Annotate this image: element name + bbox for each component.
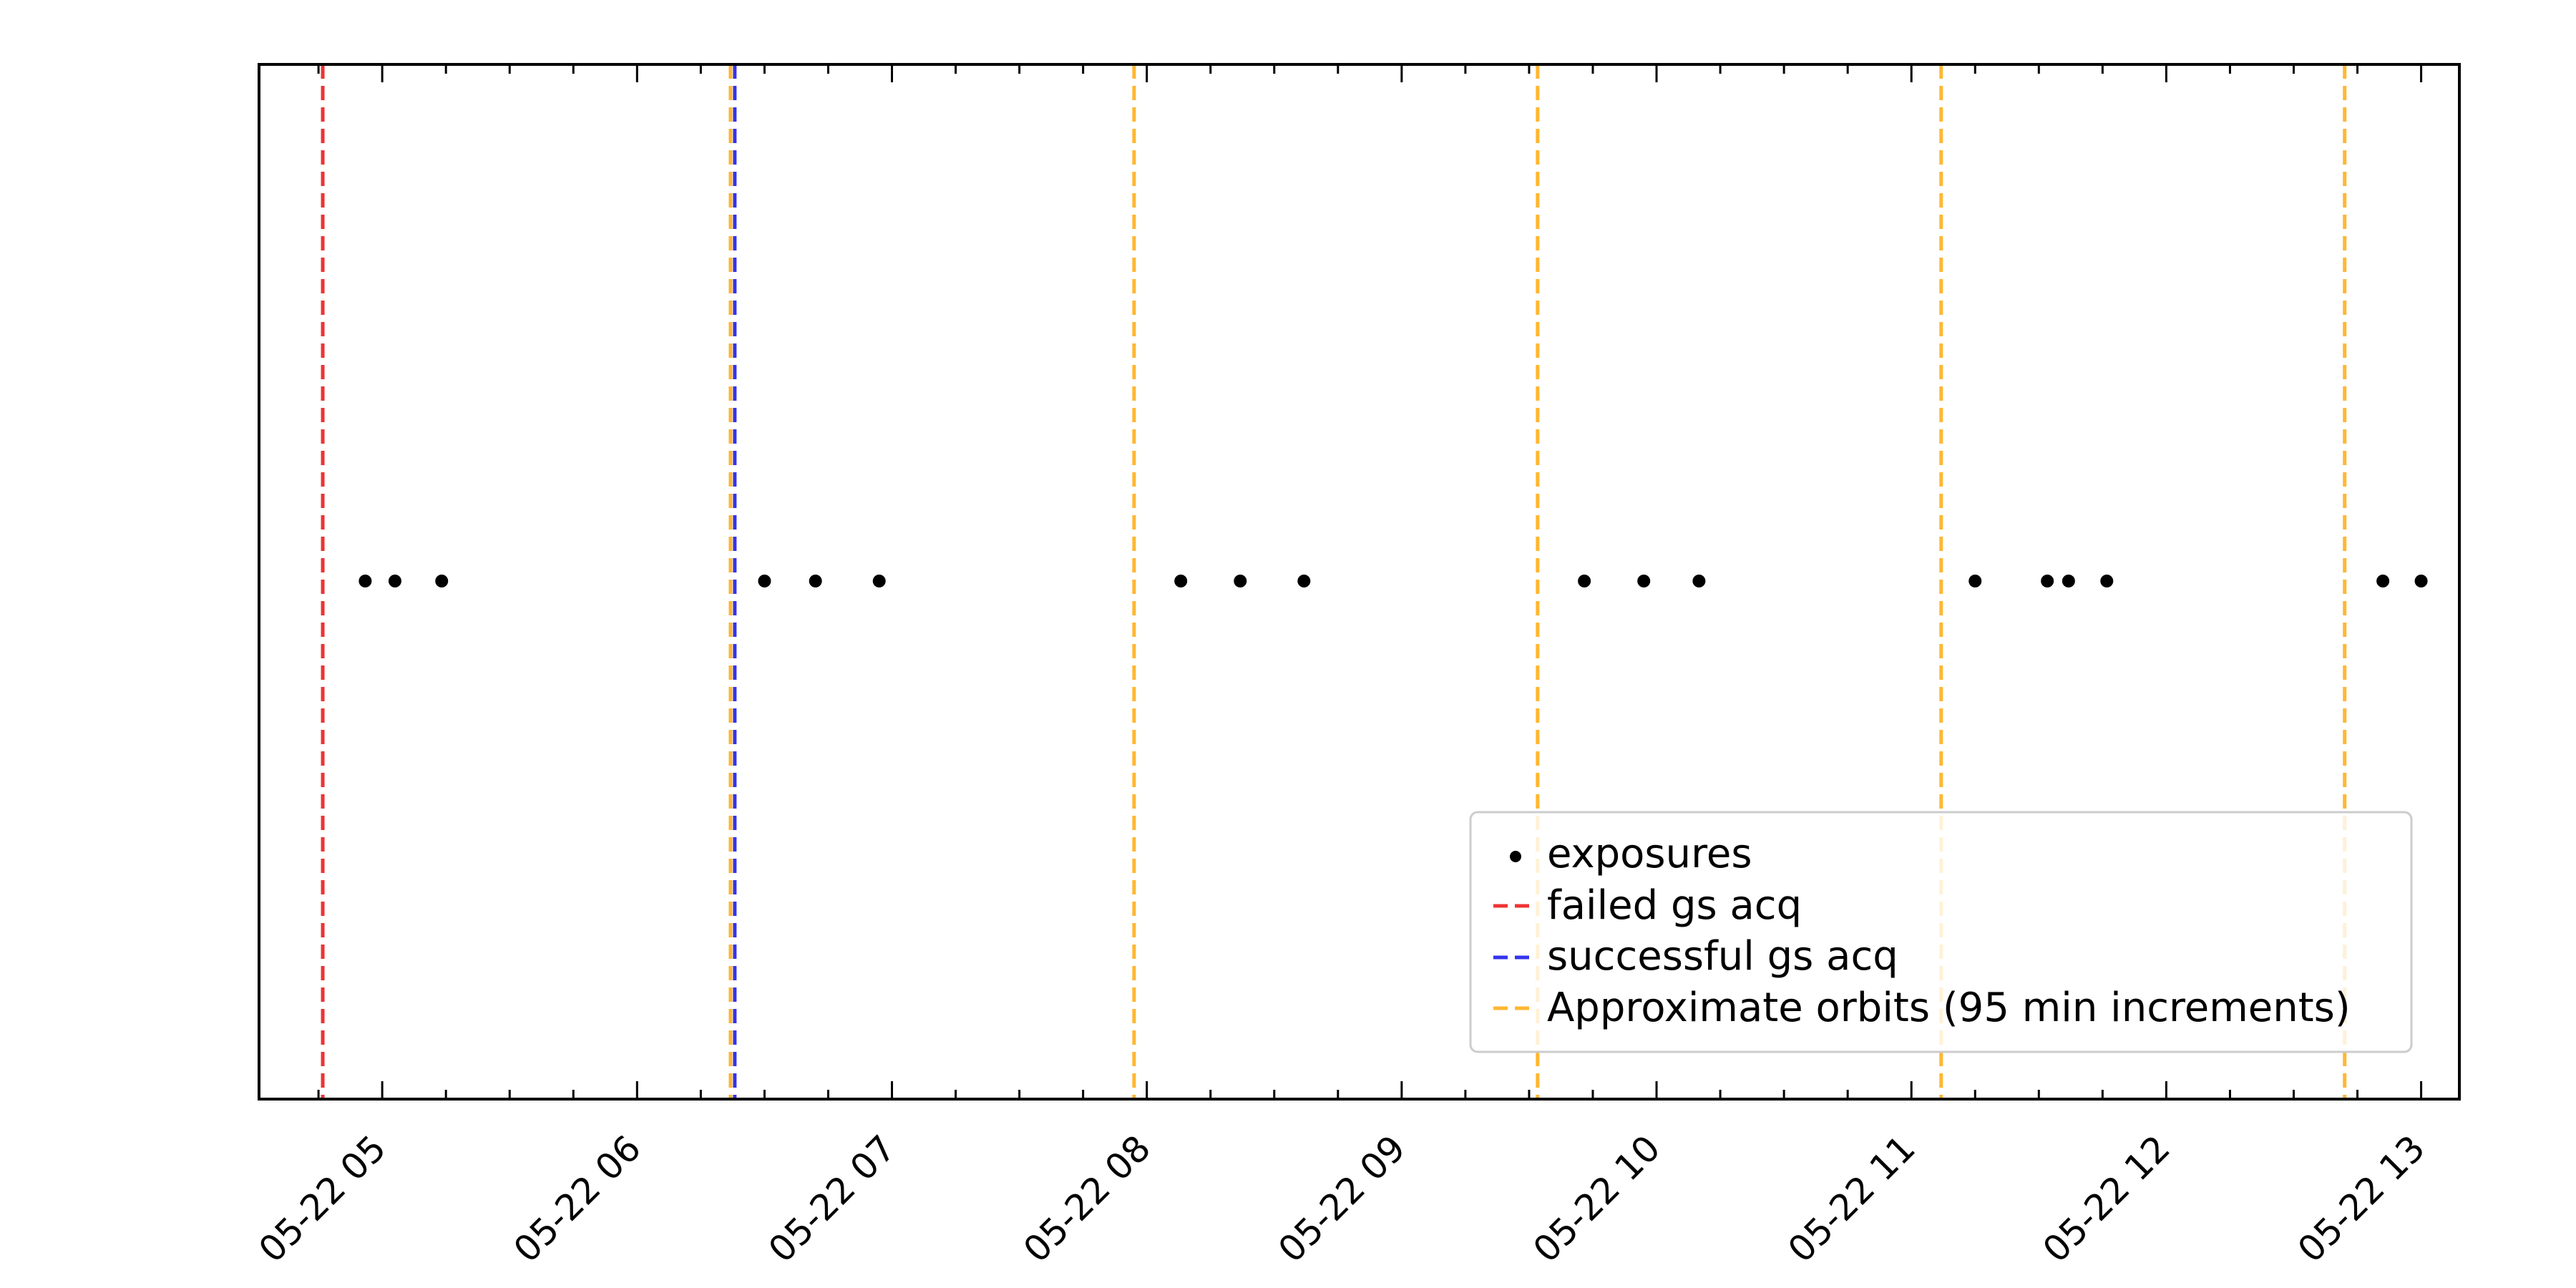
legend-label-approximate-orbits: Approximate orbits (95 min increments) [1547,985,2351,1031]
x-axis-ticks [317,64,2423,1099]
x-tick-label-1: 05-22 05 [251,1127,394,1270]
exposure-point-6 [872,575,886,587]
legend-box [1469,811,2413,1053]
legend-label-exposures: exposures [1547,831,1752,877]
exposure-point-1 [358,575,372,587]
exposure-point-3 [435,575,449,587]
exposure-point-10 [1578,575,1591,587]
x-tick-label-4: 05-22 08 [1015,1127,1158,1270]
exposure-point-14 [2041,575,2054,587]
x-tick-label-9: 05-22 13 [2290,1127,2433,1270]
exposure-point-2 [388,575,401,587]
x-tick-label-8: 05-22 12 [2035,1127,2178,1270]
exposure-point-17 [2376,575,2390,587]
legend: exposures failed gs acq successful gs ac… [1469,811,2413,1053]
exposure-point-12 [1692,575,1706,587]
exposure-point-5 [809,575,822,587]
exposure-point-13 [1968,575,1982,587]
exposure-point-7 [1174,575,1188,587]
x-tick-label-5: 05-22 09 [1270,1127,1413,1270]
exposure-point-18 [2414,575,2428,587]
plot-frame [258,63,2461,1101]
exposure-point-4 [758,575,771,587]
x-tick-label-3: 05-22 07 [761,1127,904,1270]
exposure-point-8 [1234,575,1247,587]
legend-label-failed-gs-acq: failed gs acq [1547,882,1802,929]
exposure-point-16 [2100,575,2114,587]
x-tick-label-2: 05-22 06 [506,1127,649,1270]
legend-marker-exposures [1510,851,1521,862]
exposure-point-15 [2062,575,2075,587]
x-tick-label-7: 05-22 11 [1780,1127,1923,1270]
vertical-lines-layer [321,64,2347,1099]
legend-label-successful-gs-acq: successful gs acq [1547,933,1898,980]
exposure-point-11 [1637,575,1651,587]
exposure-points-layer [358,575,2428,587]
exposure-point-9 [1297,575,1311,587]
x-axis-tick-labels: 05-22 05 05-22 06 05-22 07 05-22 08 05-22 09… [251,1127,2433,1270]
x-tick-label-6: 05-22 10 [1526,1127,1669,1270]
